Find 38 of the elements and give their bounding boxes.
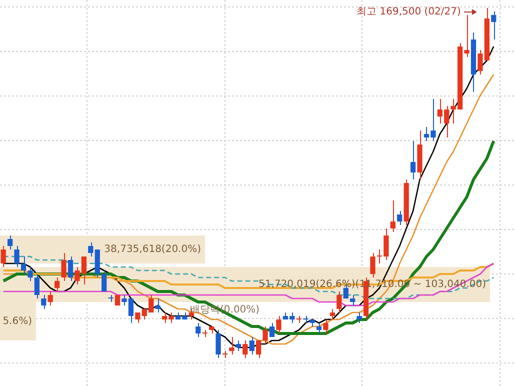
candlestick [102, 270, 107, 292]
candlestick [410, 140, 416, 180]
annotation: 최고 169,500 (02/27) [356, 6, 462, 18]
candlestick [0, 246, 6, 268]
candlestick [28, 266, 33, 282]
candlestick [256, 340, 262, 358]
candlestick [41, 294, 46, 310]
candlestick [350, 294, 356, 306]
candlestick [48, 291, 53, 306]
candlestick [20, 256, 26, 274]
candlestick [390, 200, 396, 232]
candlestick [249, 336, 254, 355]
candlestick [276, 316, 282, 334]
candlestick [155, 298, 160, 313]
band-label: 38,735,618(20.0%) [104, 244, 202, 256]
candlestick [491, 11, 496, 40]
band-label: 5.6%) [2, 316, 32, 327]
candlestick [316, 322, 322, 334]
candlestick [14, 246, 20, 268]
candlestick [61, 252, 66, 282]
candlestick [336, 291, 342, 313]
candlestick [242, 340, 248, 358]
candlestick [8, 235, 13, 250]
candlestick [54, 277, 60, 292]
candlestick [34, 274, 40, 299]
candlestick [330, 308, 336, 320]
candlestick [397, 210, 402, 226]
candlestick [88, 242, 94, 257]
candlestick [370, 252, 376, 278]
candlestick [269, 322, 275, 338]
candlestick [229, 336, 234, 355]
candlestick [196, 322, 201, 338]
candlestick [236, 340, 241, 352]
candlestick [323, 319, 328, 334]
candlestick [356, 312, 362, 324]
candlestick [262, 326, 268, 344]
candlestick [216, 330, 221, 358]
candlestick [68, 256, 74, 282]
